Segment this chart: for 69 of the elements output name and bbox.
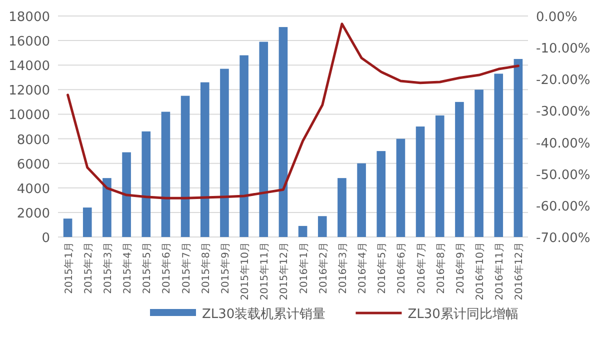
bar bbox=[357, 163, 366, 237]
y-tick-label: 10000 bbox=[8, 108, 50, 124]
x-tick-label: 2015年9月 bbox=[219, 242, 232, 294]
bar bbox=[474, 90, 484, 237]
bar bbox=[142, 131, 151, 237]
y-tick-label: 14000 bbox=[8, 59, 50, 74]
x-tick-label: 2016年8月 bbox=[434, 242, 447, 294]
bar bbox=[455, 102, 464, 237]
x-tick-label: 2016年4月 bbox=[356, 242, 369, 294]
bar bbox=[278, 27, 288, 237]
bar bbox=[220, 68, 229, 237]
x-tick-label: 2015年10月 bbox=[239, 242, 252, 300]
x-tick-label: 2015年7月 bbox=[180, 242, 192, 294]
y2-tick-label: -20.00% bbox=[536, 73, 590, 88]
x-tick-label: 2015年4月 bbox=[122, 242, 134, 294]
bar bbox=[180, 96, 190, 237]
y2-tick-label: -60.00% bbox=[536, 199, 590, 214]
bar bbox=[318, 216, 327, 237]
y-tick-label: 18000 bbox=[8, 10, 50, 25]
bar bbox=[102, 178, 112, 237]
x-tick-label: 2015年6月 bbox=[160, 242, 173, 294]
y2-tick-label: -40.00% bbox=[536, 136, 590, 152]
y-tick-label: 0 bbox=[42, 231, 50, 246]
y-tick-label: 12000 bbox=[8, 84, 50, 99]
y-tick-label: 6000 bbox=[16, 157, 50, 172]
x-tick-label: 2016年7月 bbox=[415, 242, 428, 294]
bar bbox=[298, 226, 308, 237]
x-tick-label: 2016年12月 bbox=[513, 242, 526, 300]
bar bbox=[63, 218, 72, 237]
bar bbox=[82, 208, 92, 237]
x-tick-label: 2015年12月 bbox=[278, 242, 290, 300]
x-tick-label: 2015年2月 bbox=[82, 242, 94, 294]
bar bbox=[240, 55, 248, 237]
x-tick-label: 2016年10月 bbox=[474, 242, 486, 300]
y2-tick-label: -10.00% bbox=[536, 42, 590, 57]
x-tick-label: 2016年6月 bbox=[396, 242, 408, 294]
x-tick-label: 2015年1月 bbox=[62, 242, 75, 294]
y2-tick-label: -30.00% bbox=[536, 104, 590, 120]
bar bbox=[396, 138, 406, 237]
x-tick-label: 2016年9月 bbox=[454, 242, 466, 294]
bar bbox=[435, 115, 444, 237]
bar bbox=[338, 178, 346, 237]
bar bbox=[161, 112, 170, 237]
x-tick-label: 2016年2月 bbox=[317, 242, 330, 294]
x-tick-label: 2016年1月 bbox=[298, 242, 310, 294]
bar bbox=[494, 74, 504, 237]
y2-tick-label: -50.00% bbox=[536, 168, 590, 183]
y-tick-label: 16000 bbox=[8, 34, 50, 50]
y-tick-label: 8000 bbox=[16, 132, 50, 148]
x-tick-label: 2015年8月 bbox=[200, 242, 212, 294]
y-tick-label: 4000 bbox=[16, 182, 50, 197]
x-tick-label: 2015年3月 bbox=[102, 242, 114, 294]
y-tick-label: 2000 bbox=[16, 206, 50, 222]
y2-tick-label: -70.00% bbox=[536, 231, 590, 246]
bar bbox=[416, 126, 425, 237]
legend-label: ZL30累计同比增幅 bbox=[408, 307, 518, 322]
y2-tick-label: 0.00% bbox=[536, 10, 578, 25]
x-tick-label: 2015年11月 bbox=[258, 242, 271, 300]
x-tick-label: 2016年5月 bbox=[376, 242, 388, 294]
line-series bbox=[66, 22, 520, 200]
bar bbox=[376, 151, 386, 237]
x-tick-label: 2016年3月 bbox=[336, 242, 349, 294]
x-tick-label: 2016年11月 bbox=[494, 242, 506, 300]
legend-label: ZL30装载机累计销量 bbox=[202, 307, 326, 322]
bar bbox=[122, 152, 131, 237]
bar bbox=[200, 82, 210, 237]
x-tick-label: 2015年5月 bbox=[141, 242, 154, 294]
bar bbox=[259, 42, 268, 237]
bar bbox=[514, 58, 523, 237]
